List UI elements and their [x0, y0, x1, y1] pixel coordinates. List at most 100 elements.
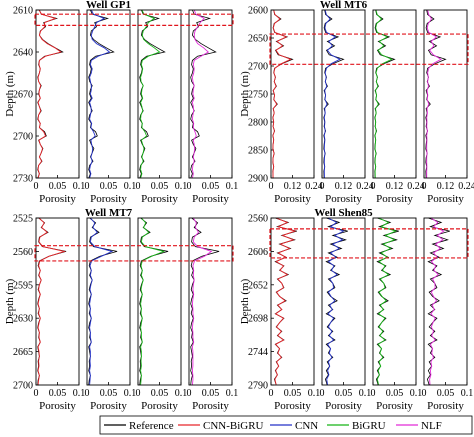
bigru-curve: [140, 217, 166, 386]
x-tick-label: 0.1: [175, 181, 188, 192]
y-tick-label: 2730: [13, 174, 33, 185]
legend-label: CNN-BiGRU: [203, 420, 264, 432]
bigru-curve: [374, 9, 393, 179]
column-frame: [270, 9, 315, 179]
y-tick-label: 2700: [13, 381, 33, 392]
x-tick-label: 0.12: [335, 181, 353, 192]
reference-curve: [374, 9, 396, 179]
x-tick-label: 0.12: [437, 181, 455, 192]
x-tick-label: 0.24: [356, 181, 374, 192]
column-frame: [35, 9, 80, 179]
reference-curve: [139, 217, 169, 386]
cnn-curve: [323, 9, 341, 179]
legend-label: BiGRU: [352, 420, 386, 432]
x-axis-label: Porosity: [39, 193, 76, 205]
column-frame: [137, 9, 182, 179]
well-panel-3: Well Shen85 Depth (m) 2560 2606 2652 2698 2744…: [239, 207, 473, 412]
legend-item-nlf: NLF: [396, 420, 442, 432]
x-tick-label: 0.1: [73, 388, 86, 399]
x-tick-label: 0.05: [151, 388, 169, 399]
nlf-curve: [191, 9, 210, 179]
x-tick-label: 0.1: [226, 181, 239, 192]
y-tick-label: 2600: [248, 6, 268, 17]
x-tick-label: 0.1: [308, 388, 321, 399]
legend: Reference CNN-BiGRU CNN BiGRU NLF: [99, 415, 473, 435]
x-tick-label: 0: [371, 181, 376, 192]
column-frame: [321, 217, 366, 386]
x-axis-label: Porosity: [274, 193, 311, 205]
x-axis-label: Porosity: [325, 193, 362, 205]
column-frame: [86, 9, 131, 179]
x-tick-label: 0: [320, 181, 325, 192]
x-axis-label: Porosity: [192, 193, 229, 205]
x-axis-label: Porosity: [192, 400, 229, 412]
x-tick-label: 0.05: [49, 388, 67, 399]
column-frame: [86, 217, 131, 386]
x-tick-label: 0: [422, 181, 427, 192]
x-axis-label: Porosity: [39, 400, 76, 412]
x-tick-label: 0: [187, 388, 192, 399]
cnn_bigru-curve: [272, 9, 292, 179]
cnn-curve: [89, 217, 114, 386]
y-axis-label: Depth (m): [239, 71, 251, 117]
cnn-curve: [89, 9, 111, 179]
x-tick-label: 0.1: [226, 388, 239, 399]
cnn-curve: [326, 217, 345, 386]
x-tick-label: 0: [187, 181, 192, 192]
cnn_bigru-curve: [37, 217, 67, 386]
x-tick-label: 0: [85, 388, 90, 399]
legend-label: CNN: [295, 420, 318, 432]
x-axis-label: Porosity: [141, 400, 178, 412]
y-tick-label: 2744: [248, 347, 268, 358]
column-frame: [423, 217, 468, 386]
nlf-curve: [426, 9, 442, 178]
y-axis-label: Depth (m): [4, 71, 16, 117]
highlight-interval: [269, 228, 469, 259]
nlf-curve: [191, 217, 213, 386]
y-tick-label: 2560: [13, 247, 33, 258]
column-frame: [423, 9, 468, 179]
x-tick-label: 0.1: [359, 388, 372, 399]
reference-curve: [88, 9, 115, 179]
x-axis-label: Porosity: [90, 193, 127, 205]
x-axis-label: Porosity: [90, 400, 127, 412]
y-axis-label: Depth (m): [239, 278, 251, 324]
well-panel-1: Well MT6 Depth (m) 2600 2650 2700 2750 2800 285…: [239, 0, 474, 205]
x-tick-label: 0.05: [151, 181, 169, 192]
x-tick-label: 0.1: [175, 388, 188, 399]
column-frame: [321, 9, 366, 179]
legend-item-bigru: BiGRU: [327, 420, 386, 432]
x-tick-label: 0.05: [100, 388, 118, 399]
x-axis-label: Porosity: [376, 400, 413, 412]
x-tick-label: 0: [136, 388, 141, 399]
reference-curve: [273, 217, 297, 386]
x-tick-label: 0: [269, 388, 274, 399]
x-tick-label: 0.1: [124, 388, 137, 399]
x-axis-label: Porosity: [427, 193, 464, 205]
x-tick-label: 0.05: [386, 388, 404, 399]
well-panel-2: Well MT7 Depth (m) 2525 2560 2595 2630 2665 270…: [4, 207, 238, 412]
x-axis-label: Porosity: [141, 193, 178, 205]
legend-item-cnn: CNN: [270, 420, 318, 432]
column-frame: [372, 9, 417, 179]
y-tick-label: 2560: [248, 214, 268, 225]
legend-item-reference: Reference: [104, 420, 174, 432]
y-tick-label: 2750: [248, 90, 268, 101]
reference-curve: [375, 217, 399, 386]
legend-label: Reference: [129, 420, 174, 432]
y-tick-label: 2665: [13, 347, 33, 358]
x-tick-label: 0.05: [100, 181, 118, 192]
x-tick-label: 0: [34, 181, 39, 192]
x-tick-label: 0.05: [202, 181, 220, 192]
